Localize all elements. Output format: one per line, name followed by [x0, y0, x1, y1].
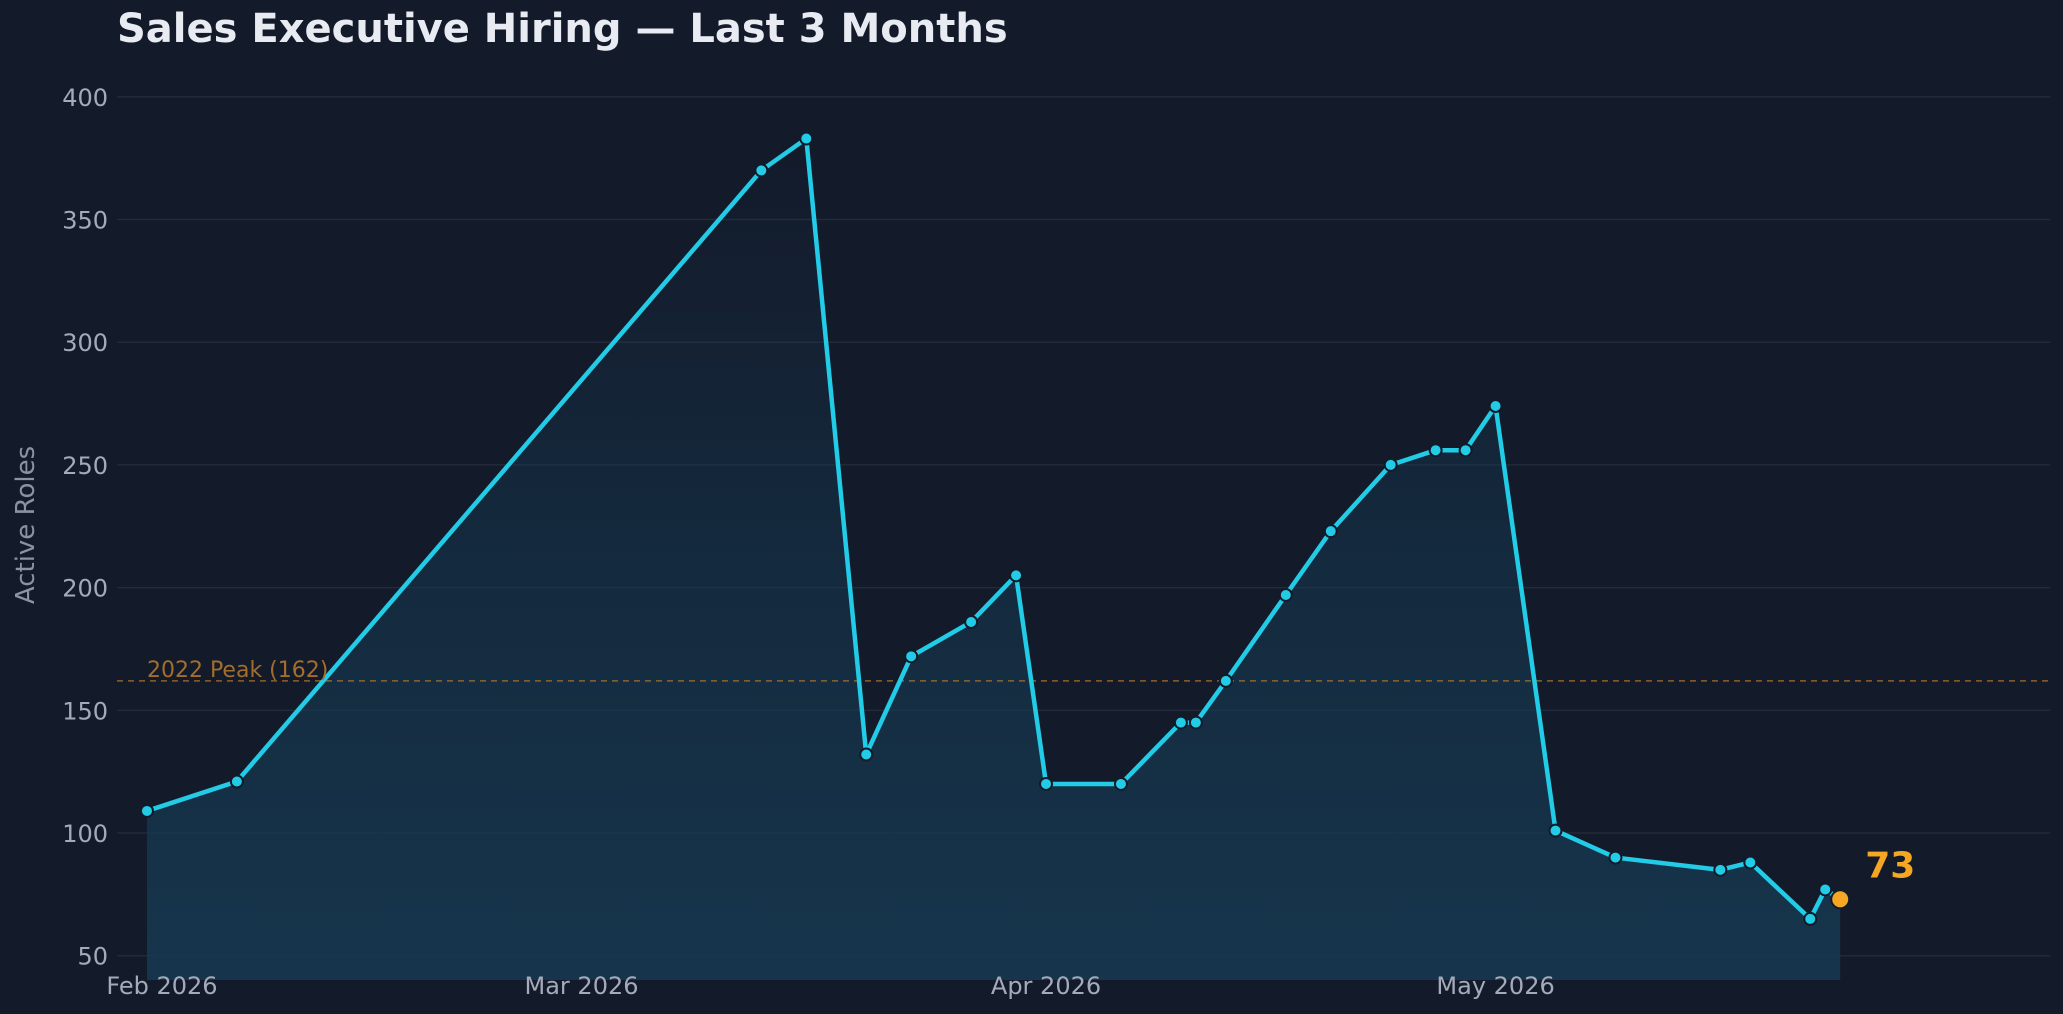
- line-segment: [1013, 573, 1049, 787]
- data-point: [799, 131, 814, 146]
- line-segment: [234, 168, 764, 784]
- data-point: [904, 649, 919, 664]
- data-point: [1009, 568, 1024, 583]
- line-segment: [1328, 462, 1393, 534]
- y-tick-label: 350: [62, 207, 108, 235]
- data-point: [1743, 855, 1758, 870]
- y-tick-label: 300: [62, 329, 108, 357]
- data-point: [1803, 911, 1818, 926]
- line-segment: [1118, 720, 1184, 787]
- data-point: [1548, 823, 1563, 838]
- data-point: [229, 774, 244, 789]
- data-point: [1713, 862, 1728, 877]
- data-point: [1278, 587, 1293, 602]
- data-point: [964, 614, 979, 629]
- last-point: [1830, 889, 1851, 910]
- line-segment: [1748, 860, 1813, 922]
- data-point: [1458, 443, 1473, 458]
- line-segment: [759, 136, 809, 173]
- line-segment: [863, 654, 914, 757]
- data-point: [1188, 715, 1203, 730]
- data-point: [1323, 524, 1338, 539]
- y-tick-label: 50: [77, 943, 108, 971]
- line-segment: [968, 573, 1019, 625]
- x-tick-label: Feb 2026: [106, 972, 217, 1000]
- y-tick-label: 400: [62, 84, 108, 112]
- y-tick-label: 100: [62, 820, 108, 848]
- x-tick-label: May 2026: [1436, 972, 1554, 1000]
- x-tick-label: Mar 2026: [525, 972, 639, 1000]
- data-point: [754, 163, 769, 178]
- x-tick-label: Apr 2026: [991, 972, 1101, 1000]
- data-point: [859, 747, 874, 762]
- data-point: [1608, 850, 1623, 865]
- line-segment: [1388, 447, 1438, 468]
- line-segment: [1283, 528, 1333, 598]
- line-segment: [1463, 403, 1498, 453]
- reference-label: 2022 Peak (162): [147, 658, 328, 683]
- line-segment: [144, 779, 240, 814]
- line-segment: [1193, 678, 1229, 725]
- line-segment: [1613, 855, 1723, 873]
- line-segment: [1223, 592, 1289, 684]
- y-axis-label: Active Roles: [11, 446, 41, 604]
- line-segment: [804, 136, 869, 757]
- data-point: [1383, 457, 1398, 472]
- y-tick-label: 200: [62, 575, 108, 603]
- data-point: [1173, 715, 1188, 730]
- area-fill: [146, 138, 1841, 980]
- chart-title: Sales Executive Hiring — Last 3 Months: [117, 6, 1008, 52]
- data-point: [1113, 776, 1128, 791]
- data-point: [1818, 882, 1833, 897]
- line-segment: [1553, 828, 1618, 860]
- last-value-label: 73: [1865, 845, 1915, 886]
- data-point: [1488, 399, 1503, 414]
- line-segment: [1493, 403, 1558, 833]
- data-point: [139, 803, 154, 818]
- data-point: [1218, 673, 1233, 688]
- data-point: [1039, 776, 1054, 791]
- y-tick-label: 250: [62, 452, 108, 480]
- y-tick-label: 150: [62, 697, 108, 725]
- line-segment: [908, 619, 974, 659]
- data-point: [1428, 443, 1443, 458]
